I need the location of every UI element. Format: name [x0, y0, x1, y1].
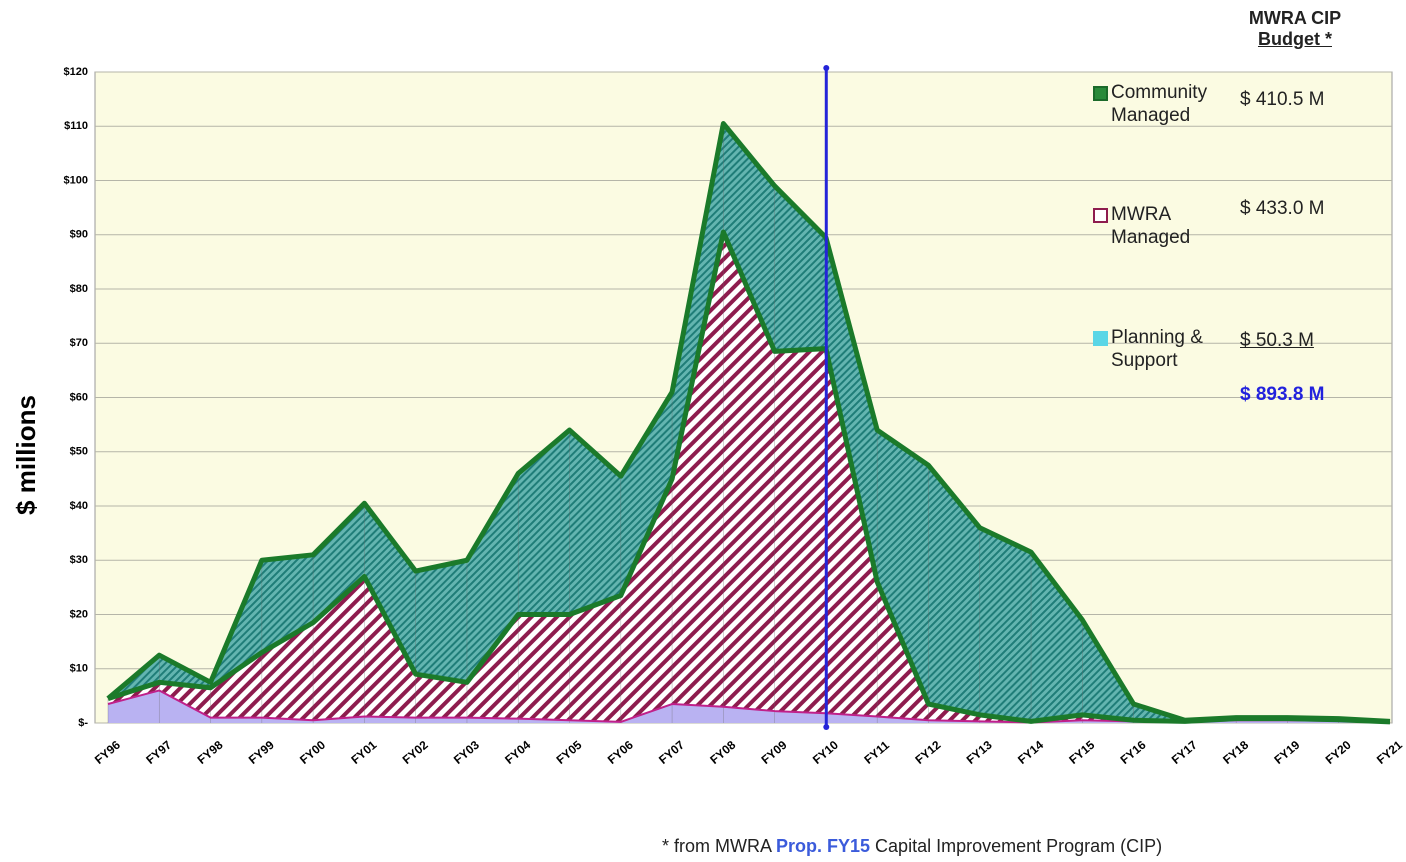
- y-tick-label: $10: [70, 663, 88, 675]
- footnote-text: Prop. FY15: [776, 836, 871, 856]
- x-tick-label: FY96: [92, 738, 123, 767]
- x-tick-label: FY04: [502, 738, 533, 767]
- area: [108, 232, 1390, 723]
- x-tick-label: FY18: [1220, 738, 1251, 767]
- legend-swatch: [1093, 331, 1108, 346]
- legend-entry: MWRA Managed: [1093, 203, 1229, 249]
- x-tick-label: FY21: [1374, 738, 1405, 767]
- y-tick-label: $90: [70, 229, 88, 241]
- y-tick-label: $100: [64, 174, 88, 186]
- x-tick-label: FY10: [810, 738, 841, 767]
- y-tick-label: $110: [64, 120, 88, 132]
- x-tick-label: FY14: [1015, 738, 1046, 767]
- x-tick-label: FY16: [1118, 738, 1149, 767]
- y-tick-label: $-: [78, 717, 88, 729]
- budget-value: $ 410.5 M: [1240, 89, 1325, 110]
- legend-entry: Planning & Support: [1093, 326, 1229, 372]
- legend-label: Planning & Support: [1111, 327, 1203, 371]
- x-tick-label: FY15: [1066, 738, 1097, 767]
- y-tick-label: $80: [70, 283, 88, 295]
- y-tick-label: $70: [70, 337, 88, 349]
- y-axis-label: $ millions: [11, 395, 41, 515]
- y-tick-label: $40: [70, 500, 88, 512]
- x-tick-label: FY98: [195, 738, 226, 767]
- legend-label: Community Managed: [1111, 82, 1208, 126]
- area: [108, 123, 1390, 722]
- x-tick-label: FY13: [964, 738, 995, 767]
- x-tick-label: FY07: [656, 738, 687, 767]
- y-tick-label: $60: [70, 391, 88, 403]
- x-tick-label: FY06: [605, 738, 636, 767]
- legend-swatch: [1093, 86, 1108, 101]
- area-edge: [106, 121, 1391, 724]
- x-tick-label: FY05: [554, 738, 585, 767]
- budget-title-line: MWRA CIP: [1248, 8, 1342, 28]
- x-tick-label: FY19: [1271, 738, 1302, 767]
- y-tick-label: $30: [70, 554, 88, 566]
- area-edge: [107, 229, 1391, 725]
- legend-label: MWRA Managed: [1111, 204, 1191, 248]
- legend-entry: Community Managed: [1093, 81, 1229, 127]
- x-tick-label: FY20: [1323, 738, 1354, 767]
- area: [108, 690, 1390, 723]
- budget-value: $ 50.3 M: [1240, 330, 1314, 351]
- y-tick-label: $20: [70, 608, 88, 620]
- divider-end: [823, 65, 830, 71]
- budget-title: MWRA CIP Budget *: [1249, 8, 1341, 50]
- x-tick-label: FY12: [912, 738, 943, 767]
- y-tick-label: $120: [64, 66, 88, 78]
- budget-title-line: Budget *: [1257, 29, 1332, 49]
- footnote: * from MWRA Prop. FY15 Capital Improveme…: [662, 836, 1162, 857]
- budget-total: $ 893.8 M: [1240, 384, 1325, 405]
- x-tick-label: FY01: [348, 738, 379, 767]
- x-tick-label: FY11: [861, 738, 892, 767]
- x-tick-label: FY09: [759, 738, 790, 767]
- footnote-text: Capital Improvement Program (CIP): [870, 836, 1163, 856]
- footnote-text: * from MWRA: [662, 836, 777, 856]
- budget-value: $ 433.0 M: [1240, 198, 1325, 219]
- x-tick-label: FY00: [297, 738, 328, 767]
- x-tick-label: FY08: [707, 738, 738, 767]
- y-tick-label: $50: [70, 446, 88, 458]
- x-tick-label: FY03: [451, 738, 482, 767]
- x-tick-label: FY02: [400, 738, 431, 767]
- x-tick-label: FY17: [1169, 738, 1200, 767]
- x-tick-label: FY97: [143, 738, 174, 767]
- legend-swatch: [1093, 208, 1108, 223]
- x-tick-label: FY99: [246, 738, 277, 767]
- divider-end: [823, 724, 830, 730]
